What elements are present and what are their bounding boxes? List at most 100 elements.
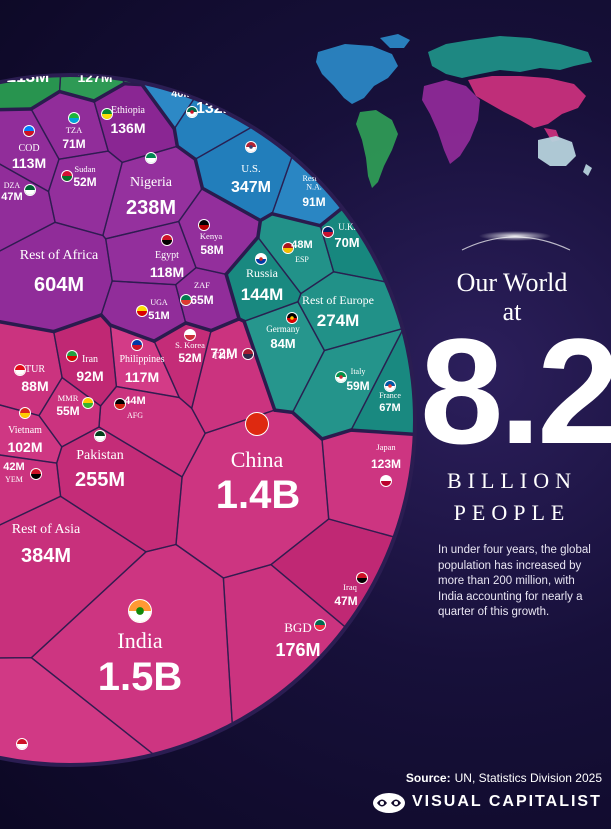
cell-philippines [110, 325, 180, 398]
region-border [270, 212, 323, 228]
chart-outline [0, 73, 417, 767]
label-name-iraq: Iraq [343, 582, 357, 592]
region-border [272, 408, 295, 415]
flag-tur-icon [14, 364, 26, 376]
flag-japan-icon [380, 475, 392, 487]
cell-rest-of-n-a [272, 75, 415, 226]
flag-afg-icon [114, 398, 126, 410]
flag-iraq-icon [356, 572, 368, 584]
label-name-rest-of-europe: Rest of Europe [302, 293, 374, 307]
label-name-bgd: BGD [284, 620, 311, 635]
flag-france-icon [384, 380, 396, 392]
label-name-mexico: Mexico [199, 83, 233, 95]
label-name-japan: Japan [376, 442, 396, 452]
label-name-dza: DZA [4, 181, 21, 190]
title-line-people: PEOPLE [453, 500, 571, 525]
flag-russia-icon [255, 253, 267, 265]
cell-italy [292, 328, 404, 439]
flag-tza-icon [68, 112, 80, 124]
flag-yem-icon [30, 468, 42, 480]
cell-china [176, 410, 329, 578]
region-border [172, 127, 180, 149]
label-value-rest-of-s-a: 127M [77, 69, 112, 85]
label-name-russia: Russia [246, 266, 279, 280]
region-border [57, 89, 96, 103]
flag-ethiopia-icon [101, 108, 113, 120]
label-value-egypt: 118M [150, 264, 184, 280]
flag-uga-icon [136, 305, 148, 317]
flag-sudan-icon [61, 170, 73, 182]
label-name-mmr: MMR [58, 393, 79, 403]
flag-dza-icon [24, 184, 36, 196]
region-border [108, 323, 156, 343]
flag-mexico-icon [186, 106, 198, 118]
region-border [29, 89, 62, 111]
brand-name: VISUAL CAPITALIST [412, 793, 602, 810]
label-value-iran: 92M [76, 368, 103, 384]
source-note: Source: UN, Statistics Division 2025 [380, 771, 602, 785]
label-value-brazil: 213M [7, 67, 50, 86]
label-name-rest-of-n-a: Rest of N.A. [303, 174, 326, 191]
brand: VISUAL CAPITALIST [372, 792, 602, 814]
flag-tha-icon [242, 348, 254, 360]
label-value-rest-of-asia: 384M [21, 545, 71, 567]
label-value-france: 67M [379, 402, 400, 414]
label-name-pakistan: Pakistan [76, 448, 123, 463]
label-value-sudan: 52M [73, 175, 96, 189]
region-border [122, 81, 144, 87]
cell-border-iraq [269, 518, 415, 700]
label-value-india: 1.5B [98, 655, 183, 699]
label-name-germany: Germany [266, 324, 300, 334]
flag-cod-icon [23, 125, 35, 137]
label-value-tha: 72M [210, 345, 237, 361]
label-name-rest-of-s-a: Rest of S.A. [81, 43, 107, 62]
region-border [145, 75, 232, 80]
region-border [92, 81, 127, 103]
label-value-afg: 44M [124, 395, 145, 407]
label-value-tza: 71M [62, 137, 85, 151]
cell-egypt [105, 221, 196, 285]
flag-philippines-icon [131, 339, 143, 351]
label-value-russia: 144M [241, 285, 284, 304]
label-value-pakistan: 255M [75, 469, 125, 491]
label-name-indonesia: Indonesia [11, 765, 66, 780]
label-value-yem: 42M [3, 461, 24, 473]
cell-border-col [14, 0, 113, 58]
label-value-zaf: 65M [190, 293, 213, 307]
flag-india-icon [128, 599, 152, 623]
label-value-ethiopia: 136M [110, 120, 145, 136]
label-value-cod: 113M [12, 155, 46, 171]
label-value-nigeria: 238M [126, 197, 176, 219]
cell-ethiopia [94, 83, 178, 163]
label-name-afg: AFG [127, 411, 143, 420]
region-border [99, 313, 113, 327]
label-value-uga: 51M [148, 310, 169, 322]
label-value-mmr: 55M [56, 404, 79, 418]
region-border [349, 428, 415, 438]
cell-germany [244, 301, 325, 413]
cell-zaf [175, 267, 240, 331]
cell-border-afg [98, 385, 206, 478]
label-value-bgd: 176M [275, 640, 320, 660]
region-border [230, 0, 281, 45]
flag-germany-icon [286, 312, 298, 324]
label-name-arg: ARG [124, 49, 141, 58]
label-name-yem: YEM [5, 475, 23, 484]
label-value-mexico: 132M [196, 100, 236, 117]
label-name-kenya: Kenya [200, 231, 222, 241]
flag-iran-icon [66, 350, 78, 362]
label-value-u-k: 70M [334, 235, 359, 250]
region-border [242, 319, 277, 412]
title-number: 8.2 [420, 307, 611, 475]
flag-pakistan-icon [94, 430, 106, 442]
flag-kenya-icon [198, 219, 210, 231]
label-name-rest-of-asia: Rest of Asia [12, 522, 81, 537]
label-name-iran: Iran [82, 354, 98, 365]
label-name-cod: COD [18, 143, 39, 154]
label-name-india: India [117, 628, 162, 653]
cell-border-oceania [146, 75, 282, 79]
subtitle: In under four years, the global populati… [438, 544, 591, 618]
cell-col [14, 0, 113, 58]
flag-can-icon [191, 75, 203, 78]
